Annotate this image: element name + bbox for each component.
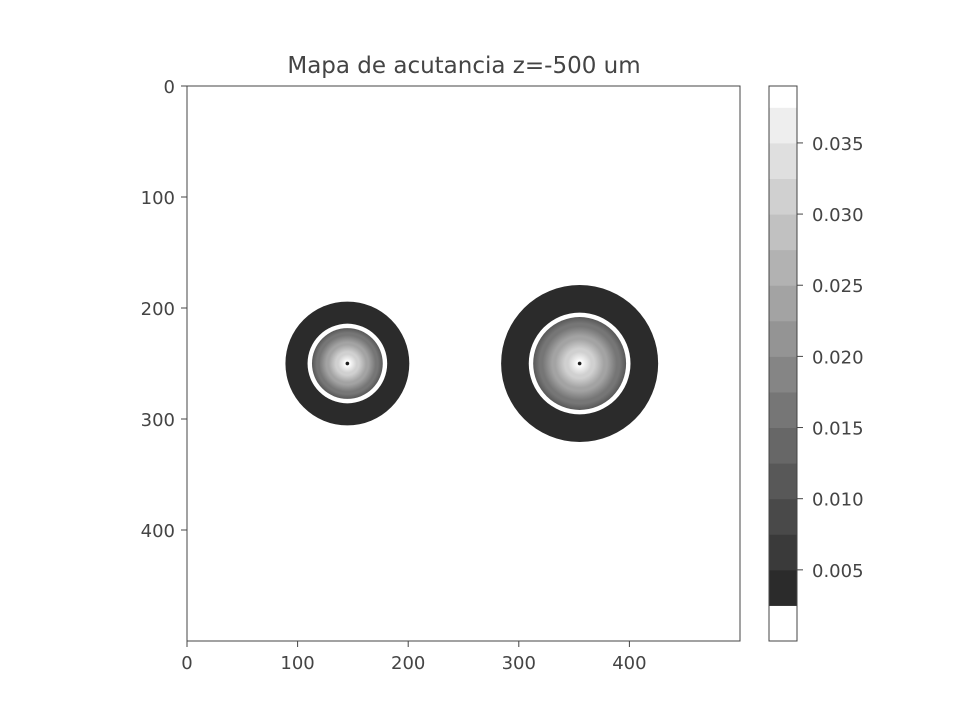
- colorbar-tick-label: 0.005: [812, 561, 864, 582]
- colorbar: 0.005 0.010 0.015 0.020 0.025 0.030 0.035: [768, 85, 864, 642]
- spot-center-point: [345, 361, 349, 366]
- y-tick-label: 100: [141, 188, 175, 209]
- plot-frame: [186, 85, 741, 642]
- colorbar-frame: [768, 85, 798, 642]
- x-tick-label: 0: [181, 653, 192, 674]
- colorbar-band: [769, 427, 797, 464]
- spot-center-point: [578, 361, 582, 366]
- colorbar-band: [769, 356, 797, 393]
- colorbar-band: [769, 285, 797, 322]
- colorbar-band: [769, 249, 797, 286]
- y-tick-label: 200: [141, 299, 175, 320]
- colorbar-band: [769, 86, 797, 108]
- x-tick-label: 200: [391, 653, 425, 674]
- colorbar-tick-label: 0.030: [812, 205, 864, 226]
- colorbar-band: [769, 214, 797, 251]
- chart-title: Mapa de acutancia z=-500 um: [287, 53, 640, 79]
- colorbar-band: [769, 498, 797, 535]
- colorbar-tick-label: 0.025: [812, 276, 864, 297]
- colorbar-band: [769, 178, 797, 215]
- spot-2: [501, 284, 659, 443]
- x-tick-label: 300: [502, 653, 536, 674]
- x-tick-label: 400: [612, 653, 646, 674]
- colorbar-tick-label: 0.020: [812, 347, 864, 368]
- y-axis: 0 100 200 300 400: [141, 77, 187, 542]
- colorbar-tick-label: 0.015: [812, 419, 864, 440]
- colorbar-tick-label: 0.010: [812, 490, 864, 511]
- colorbar-band: [769, 391, 797, 429]
- y-tick-label: 300: [141, 410, 175, 431]
- colorbar-band: [769, 463, 797, 500]
- colorbar-band: [769, 605, 797, 642]
- colorbar-band: [769, 320, 797, 357]
- colorbar-band: [769, 107, 797, 144]
- colorbar-band: [769, 142, 797, 179]
- y-tick-label: 0: [164, 77, 175, 98]
- colorbar-tick-label: 0.035: [812, 134, 864, 155]
- x-tick-label: 100: [280, 653, 314, 674]
- colorbar-band: [769, 569, 797, 606]
- x-axis: 0 100 200 300 400: [181, 641, 647, 674]
- spot-1: [285, 301, 410, 426]
- y-tick-label: 400: [141, 521, 175, 542]
- colorbar-band: [769, 534, 797, 571]
- plot-area: [186, 85, 741, 642]
